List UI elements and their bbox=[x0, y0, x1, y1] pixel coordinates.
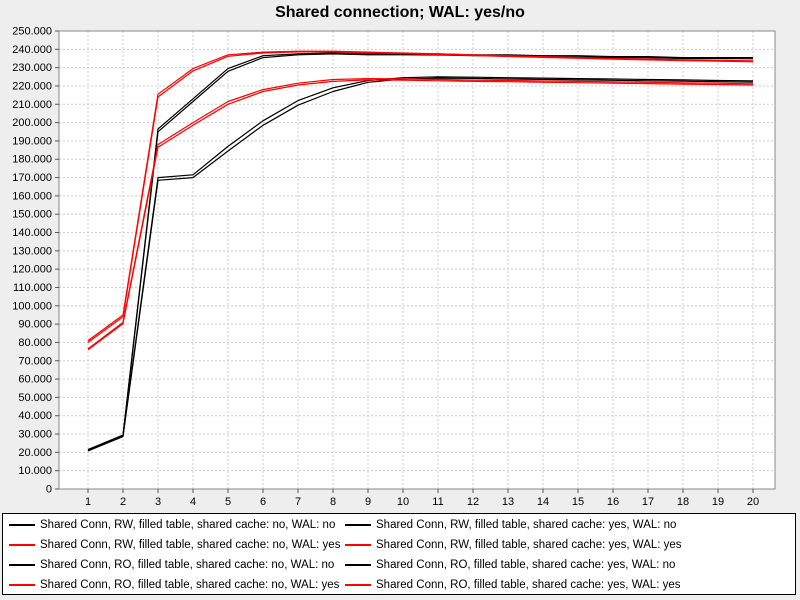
legend-line-swatch bbox=[345, 544, 371, 546]
legend-label: Shared Conn, RW, filled table, shared ca… bbox=[376, 539, 682, 551]
legend-label: Shared Conn, RW, filled table, shared ca… bbox=[40, 519, 336, 531]
legend-item-3: Shared Conn, RW, filled table, shared ca… bbox=[345, 539, 795, 551]
legend-label: Shared Conn, RO, filled table, shared ca… bbox=[376, 579, 681, 591]
legend-item-5: Shared Conn, RO, filled table, shared ca… bbox=[345, 559, 795, 571]
x-tick-label: 6 bbox=[260, 496, 266, 508]
legend-line-swatch bbox=[345, 584, 371, 586]
legend-label: Shared Conn, RO, filled table, shared ca… bbox=[40, 559, 335, 571]
y-tick-label: 50.000 bbox=[18, 392, 52, 404]
x-tick-label: 16 bbox=[607, 496, 619, 508]
y-tick-label: 10.000 bbox=[18, 465, 52, 477]
y-tick-label: 110.000 bbox=[13, 282, 52, 294]
legend-line-swatch bbox=[9, 544, 35, 546]
chart-title: Shared connection; WAL: yes/no bbox=[275, 4, 525, 21]
y-tick-label: 160.000 bbox=[12, 190, 52, 202]
series-line-7 bbox=[87, 79, 754, 351]
x-tick-label: 12 bbox=[467, 496, 479, 508]
y-tick-label: 180.000 bbox=[12, 154, 52, 166]
legend-label: Shared Conn, RO, filled table, shared ca… bbox=[40, 579, 340, 591]
plot-background bbox=[59, 31, 775, 489]
legend-line-swatch bbox=[9, 564, 35, 566]
y-tick-label: 220.000 bbox=[12, 80, 52, 92]
y-tick-label: 70.000 bbox=[18, 355, 52, 367]
y-tick-label: 90.000 bbox=[18, 319, 52, 331]
x-tick-label: 10 bbox=[397, 496, 409, 508]
legend-item-1: Shared Conn, RW, filled table, shared ca… bbox=[345, 519, 795, 531]
series-line-6 bbox=[87, 77, 754, 350]
y-tick-label: 140.000 bbox=[12, 227, 52, 239]
series-line-1 bbox=[87, 53, 754, 452]
x-tick-label: 20 bbox=[747, 496, 759, 508]
x-tick-label: 3 bbox=[155, 496, 161, 508]
y-tick-label: 40.000 bbox=[18, 410, 52, 422]
legend-item-2: Shared Conn, RW, filled table, shared ca… bbox=[9, 539, 345, 551]
x-tick-label: 1 bbox=[85, 496, 91, 508]
x-tick-label: 4 bbox=[190, 496, 196, 508]
legend-label: Shared Conn, RO, filled table, shared ca… bbox=[376, 559, 676, 571]
legend-line-swatch bbox=[345, 564, 371, 566]
legend-line-swatch bbox=[345, 524, 371, 526]
x-tick-label: 15 bbox=[572, 496, 584, 508]
legend-item-0: Shared Conn, RW, filled table, shared ca… bbox=[9, 519, 345, 531]
plot-border bbox=[58, 30, 776, 490]
y-tick-label: 120.000 bbox=[12, 264, 52, 276]
x-tick-label: 7 bbox=[295, 496, 301, 508]
y-tick-label: 150.000 bbox=[12, 209, 52, 221]
legend-item-7: Shared Conn, RO, filled table, shared ca… bbox=[345, 579, 795, 591]
y-tick-label: 80.000 bbox=[18, 337, 52, 349]
y-tick-label: 250.000 bbox=[12, 26, 52, 38]
y-tick-label: 100.000 bbox=[12, 300, 52, 312]
x-tick-label: 11 bbox=[432, 496, 443, 508]
series-line-2 bbox=[87, 50, 754, 342]
x-tick-label: 5 bbox=[225, 496, 231, 508]
x-tick-label: 8 bbox=[330, 496, 336, 508]
legend-item-4: Shared Conn, RO, filled table, shared ca… bbox=[9, 559, 345, 571]
x-tick-label: 2 bbox=[120, 496, 126, 508]
y-tick-label: 0 bbox=[46, 484, 52, 496]
y-tick-label: 20.000 bbox=[18, 447, 52, 459]
legend-label: Shared Conn, RW, filled table, shared ca… bbox=[40, 539, 341, 551]
legend-label: Shared Conn, RW, filled table, shared ca… bbox=[376, 519, 677, 531]
y-tick-label: 230.000 bbox=[12, 62, 52, 74]
series-line-3 bbox=[87, 51, 754, 343]
x-tick-label: 18 bbox=[677, 496, 689, 508]
legend-line-swatch bbox=[9, 524, 35, 526]
y-tick-label: 240.000 bbox=[12, 44, 52, 56]
x-tick-label: 14 bbox=[537, 496, 549, 508]
x-tick-label: 9 bbox=[365, 496, 371, 508]
x-tick-label: 17 bbox=[642, 496, 654, 508]
y-tick-label: 60.000 bbox=[18, 374, 52, 386]
legend-line-swatch bbox=[9, 584, 35, 586]
x-tick-label: 13 bbox=[502, 496, 514, 508]
y-tick-label: 30.000 bbox=[18, 429, 52, 441]
y-tick-label: 130.000 bbox=[12, 245, 52, 257]
y-tick-label: 170.000 bbox=[12, 172, 52, 184]
legend-item-6: Shared Conn, RO, filled table, shared ca… bbox=[9, 579, 345, 591]
series-line-4 bbox=[87, 76, 754, 451]
y-tick-label: 190.000 bbox=[12, 135, 52, 147]
y-tick-label: 210.000 bbox=[12, 99, 52, 111]
x-tick-label: 19 bbox=[712, 496, 724, 508]
plot-area: 0 10.000 20.000 30.000 40.000 50.000 60.000 70.… bbox=[12, 26, 776, 508]
legend: Shared Conn, RW, filled table, shared ca… bbox=[2, 513, 796, 595]
y-tick-label: 200.000 bbox=[12, 117, 52, 129]
